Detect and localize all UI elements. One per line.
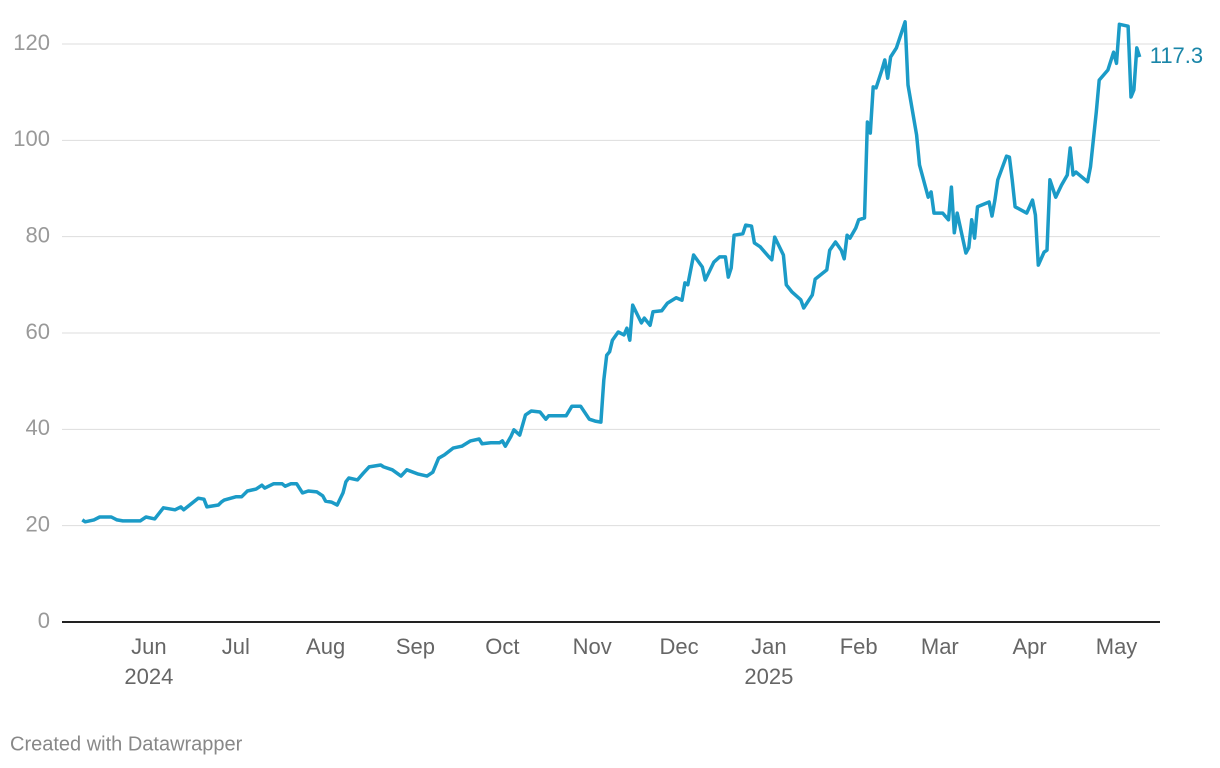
x-year-label: 2025 bbox=[744, 664, 793, 689]
line bbox=[81, 20, 1142, 524]
x-tick-label: Jun bbox=[131, 634, 166, 659]
x-tick-label: Nov bbox=[573, 634, 612, 659]
y-tick-label: 20 bbox=[26, 511, 50, 536]
value-label: 117.3 bbox=[1150, 43, 1203, 68]
x-tick-label: Mar bbox=[921, 634, 959, 659]
y-tick-label: 0 bbox=[38, 608, 50, 633]
x-tick-label: Feb bbox=[840, 634, 878, 659]
credit: Created with Datawrapper bbox=[10, 733, 243, 755]
y-tick-label: 60 bbox=[26, 319, 50, 344]
x-tick-label: Sep bbox=[396, 634, 435, 659]
x-tick-label: Jan bbox=[751, 634, 786, 659]
x-tick-label: May bbox=[1096, 634, 1138, 659]
x-year-label: 2024 bbox=[124, 664, 173, 689]
x-tick-label: Oct bbox=[485, 634, 519, 659]
y-tick-label: 40 bbox=[26, 415, 50, 440]
y-tick-label: 80 bbox=[26, 222, 50, 247]
x-tick-label: Apr bbox=[1013, 634, 1047, 659]
x-tick-label: Jul bbox=[222, 634, 250, 659]
x-tick-label: Dec bbox=[660, 634, 699, 659]
y-tick-label: 120 bbox=[13, 30, 50, 55]
x-tick-label: Aug bbox=[306, 634, 345, 659]
y-tick-label: 100 bbox=[13, 126, 50, 151]
